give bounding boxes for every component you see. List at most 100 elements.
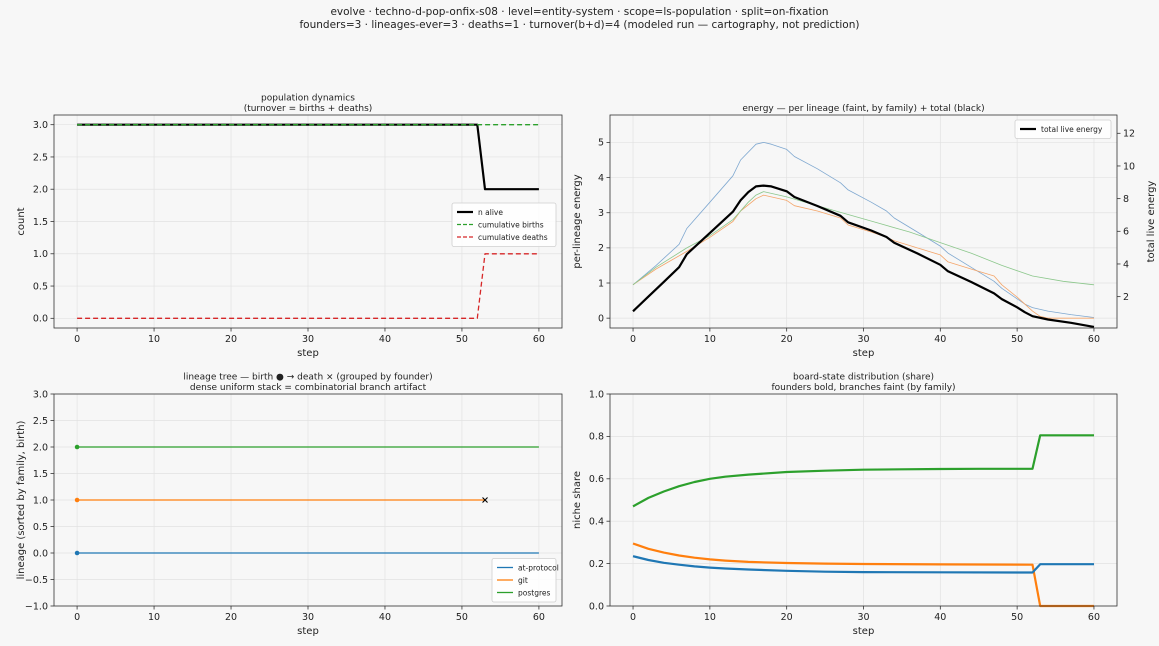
legend: n alive cumulative births cumulative death… — [451, 202, 557, 247]
series-line-energy-2 — [632, 191, 1095, 286]
y-tick-label: 3.0 — [33, 389, 48, 400]
x-tick-label: 0 — [630, 612, 636, 623]
y-tick-label: 1.5 — [33, 217, 48, 228]
y-tick-label: −1.0 — [25, 601, 48, 612]
series-line-boardstate-2 — [632, 555, 1094, 574]
x-tick-label: 30 — [302, 612, 314, 623]
x-tick-label: 20 — [781, 612, 793, 623]
y-tick-label: 5 — [598, 138, 604, 149]
x-tick-label: 40 — [934, 612, 946, 623]
y-axis-right-label: total live energy — [1146, 181, 1157, 263]
x-axis-label: step — [297, 626, 319, 637]
y-tick-label: 2.0 — [33, 185, 48, 196]
figure-title: evolve · techno-d-pop-onfix-s08 · level=… — [0, 6, 1159, 32]
x-tick-label: 30 — [857, 334, 869, 345]
legend-label: cumulative deaths — [478, 233, 548, 242]
chart-title: board-state distribution (share) — [793, 373, 934, 383]
x-tick-label: 10 — [704, 334, 716, 345]
figure-title-line-2: founders=3 · lineages-ever=3 · deaths=1 … — [299, 19, 860, 31]
chart-boardstate: 0 10 20 30 40 50 60 0.0 0.2 0.4 0.6 0.8 1.0 board-sta… — [572, 373, 1118, 637]
y-tick-label: 1 — [598, 278, 604, 289]
y-tick-label: 1.5 — [33, 469, 48, 480]
y-tick-label: 4 — [598, 173, 604, 184]
legend-label: postgres — [518, 589, 550, 598]
series-line-total-live-energy — [632, 184, 1095, 328]
chart-population: 0 10 20 30 40 50 60 0.0 0.5 1.0 1.5 2.0 2.5 3.0 popula… — [16, 94, 563, 359]
x-tick-label: 20 — [225, 612, 237, 623]
y-tick-label: 0.2 — [589, 559, 604, 570]
y-tick-label: 0.0 — [33, 548, 48, 559]
y-tick-label: 0.5 — [33, 522, 48, 533]
y-axis-label: per-lineage energy — [572, 174, 583, 268]
birth-marker — [74, 497, 80, 503]
x-tick-label: 0 — [74, 334, 80, 345]
chart-title: founders bold, branches faint (by family… — [771, 383, 955, 393]
y-tick-label: 3.0 — [33, 120, 48, 131]
y-tick-right-label: 12 — [1123, 129, 1135, 140]
series-line-energy-0 — [632, 141, 1095, 318]
y-tick-label: 0.0 — [589, 601, 604, 612]
x-axis-label: step — [297, 348, 319, 359]
legend-box — [451, 202, 557, 247]
chart-title: population dynamics — [261, 94, 355, 104]
x-tick-label: 50 — [456, 334, 468, 345]
x-tick-label: 50 — [1011, 334, 1023, 345]
x-tick-label: 50 — [1011, 612, 1023, 623]
series-line-energy-1 — [632, 194, 1094, 319]
y-tick-right-label: 8 — [1123, 194, 1129, 205]
series-line-boardstate-1 — [632, 542, 1094, 608]
x-tick-label: 60 — [533, 334, 545, 345]
x-axis-label: step — [853, 626, 875, 637]
x-tick-label: 30 — [857, 612, 869, 623]
chart-title: (turnover = births + deaths) — [244, 104, 373, 114]
y-tick-right-label: 10 — [1123, 161, 1135, 172]
x-tick-label: 60 — [533, 612, 545, 623]
legend-label: at-protocol — [518, 564, 559, 573]
legend-label: git — [518, 576, 528, 585]
death-marker — [482, 497, 488, 503]
y-tick-right-label: 6 — [1123, 227, 1129, 238]
y-tick-label: 2.0 — [33, 442, 48, 453]
y-tick-right-label: 4 — [1123, 259, 1129, 270]
birth-marker — [74, 550, 80, 556]
y-axis-label: count — [16, 207, 27, 235]
y-tick-label: 0.4 — [589, 517, 604, 528]
y-tick-label: 1.0 — [589, 389, 604, 400]
x-tick-label: 40 — [379, 334, 391, 345]
y-tick-label: 0.0 — [33, 314, 48, 325]
legend: total live energy — [1014, 119, 1112, 139]
y-tick-label: 1.0 — [33, 249, 48, 260]
x-tick-label: 10 — [148, 334, 160, 345]
x-tick-label: 50 — [456, 612, 468, 623]
x-tick-label: 40 — [934, 334, 946, 345]
legend-label: n alive — [478, 208, 503, 217]
x-axis-label: step — [853, 348, 875, 359]
y-tick-label: −0.5 — [25, 575, 48, 586]
y-tick-label: 0 — [598, 313, 604, 324]
y-tick-label: 1.0 — [33, 495, 48, 506]
y-axis-label: lineage (sorted by family, birth) — [16, 420, 27, 579]
x-tick-label: 10 — [704, 612, 716, 623]
series-line-boardstate-0 — [632, 434, 1094, 508]
legend-label: cumulative births — [478, 221, 544, 230]
x-tick-label: 30 — [302, 334, 314, 345]
birth-marker — [74, 444, 80, 450]
y-tick-label: 0.6 — [589, 474, 604, 485]
y-tick-label: 0.8 — [589, 432, 604, 443]
x-tick-label: 60 — [1088, 612, 1100, 623]
y-tick-label: 0.5 — [33, 281, 48, 292]
x-tick-label: 20 — [225, 334, 237, 345]
y-tick-label: 2 — [598, 243, 604, 254]
legend: at-protocol git postgres — [491, 558, 559, 603]
y-tick-right-label: 2 — [1123, 292, 1129, 303]
y-axis-label: niche share — [572, 471, 583, 529]
chart-title: dense uniform stack = combinatorial bran… — [190, 383, 427, 393]
x-tick-label: 60 — [1088, 334, 1100, 345]
x-tick-label: 40 — [379, 612, 391, 623]
chart-title: lineage tree — birth ● → death × (groupe… — [183, 373, 432, 383]
legend-label: total live energy — [1041, 125, 1103, 134]
y-tick-label: 3 — [598, 208, 604, 219]
y-tick-label: 2.5 — [33, 152, 48, 163]
